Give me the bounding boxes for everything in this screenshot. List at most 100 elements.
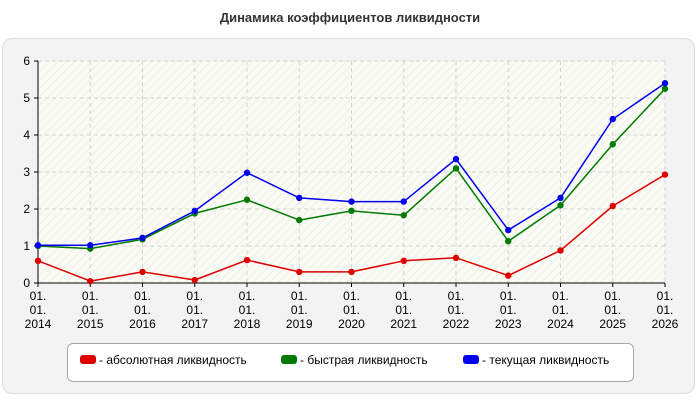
x-tick-label: 01. 01. 2015 xyxy=(77,289,104,331)
x-tick-label-line: 01. xyxy=(552,289,569,303)
x-tick-label-line: 01. xyxy=(186,303,203,317)
series-point-0 xyxy=(191,276,198,284)
y-tick-labels: 0 1 2 3 4 5 6 xyxy=(23,54,38,290)
x-tick-label-line: 01. xyxy=(552,303,569,317)
x-tick-label-line: 2014 xyxy=(25,317,52,331)
legend-item-absolute: - абсолютная ликвидность xyxy=(80,352,247,370)
chart-title: Динамика коэффициентов ликвидности xyxy=(219,10,481,25)
x-tick-label: 01. 01. 2023 xyxy=(495,289,522,331)
x-tick-label: 01. 01. 2020 xyxy=(338,289,365,331)
series-point-2 xyxy=(243,169,251,176)
x-tick-label-line: 01. xyxy=(30,289,47,303)
x-tick-label: 01. 01. 2024 xyxy=(547,289,574,331)
series-point-0 xyxy=(452,254,460,262)
legend-item-quick: - быстрая ликвидность xyxy=(281,352,428,370)
series-point-1 xyxy=(243,196,251,203)
x-tick-label-line: 2017 xyxy=(181,317,208,331)
x-tick-label: 01. 01. 2022 xyxy=(443,289,470,331)
x-tick-label-line: 01. xyxy=(343,289,360,303)
series-point-0 xyxy=(661,171,669,178)
legend-label-current: - текущая ликвидность xyxy=(482,352,610,367)
series-point-2 xyxy=(505,226,512,234)
series-point-2 xyxy=(400,198,407,205)
series-point-2 xyxy=(348,198,355,205)
series-point-0 xyxy=(505,272,512,279)
series-point-1 xyxy=(557,202,564,209)
x-tick-label-line: 01. xyxy=(186,289,203,303)
series-point-0 xyxy=(348,268,355,276)
x-tick-label: 01. 01. 2019 xyxy=(286,289,313,331)
x-tick-label-line: 01. xyxy=(82,303,99,317)
series-point-2 xyxy=(452,155,460,163)
x-tick-label-line: 01. xyxy=(30,303,47,317)
x-tick-label: 01. 01. 2025 xyxy=(599,289,626,331)
series-point-2 xyxy=(34,242,42,249)
x-tick-label-line: 01. xyxy=(448,289,465,303)
x-tick-label-line: 2022 xyxy=(443,317,470,331)
x-tick-label-line: 01. xyxy=(291,289,308,303)
x-tick-label-line: 2019 xyxy=(286,317,313,331)
legend-swatch-current xyxy=(463,355,479,365)
series-point-2 xyxy=(87,242,94,249)
x-tick-label-line: 01. xyxy=(657,289,674,303)
x-tick-label-line: 01. xyxy=(239,289,256,303)
x-tick-label-line: 01. xyxy=(134,289,151,303)
legend-label-absolute: - абсолютная ликвидность xyxy=(99,352,247,367)
x-tick-label-line: 01. xyxy=(395,303,412,317)
legend-item-current: - текущая ликвидность xyxy=(463,352,609,370)
x-tick-label-line: 2021 xyxy=(390,317,417,331)
series-point-2 xyxy=(139,234,146,242)
x-tick-label: 01. 01. 2026 xyxy=(652,289,679,331)
x-tick-label-line: 01. xyxy=(395,289,412,303)
series-point-0 xyxy=(609,202,616,210)
series-point-1 xyxy=(400,212,407,219)
x-tick-label-line: 01. xyxy=(500,289,517,303)
series-0 xyxy=(34,171,669,285)
x-tick-label-line: 01. xyxy=(291,303,308,317)
legend: - абсолютная ликвидность - быстрая ликви… xyxy=(67,343,634,382)
x-tick-label-line: 2016 xyxy=(129,317,156,331)
series-point-1 xyxy=(452,165,460,172)
grid xyxy=(38,60,666,283)
y-tick-label: 3 xyxy=(23,165,30,179)
series-point-1 xyxy=(296,216,303,224)
x-tick-label-line: 2026 xyxy=(652,317,679,331)
y-tick-label: 6 xyxy=(23,54,30,68)
x-tick-label: 01. 01. 2014 xyxy=(25,289,52,331)
y-tick-label: 5 xyxy=(23,91,30,105)
x-tick-label-line: 2023 xyxy=(495,317,522,331)
x-tick-label-line: 2015 xyxy=(77,317,104,331)
legend-label-quick: - быстрая ликвидность xyxy=(300,352,428,367)
y-tick-label: 0 xyxy=(23,276,30,290)
x-tick-label-line: 2018 xyxy=(234,317,261,331)
x-tick-label-line: 01. xyxy=(448,303,465,317)
series-point-0 xyxy=(34,257,42,264)
x-tick-label-line: 01. xyxy=(343,303,360,317)
series-point-1 xyxy=(348,207,355,215)
x-tick-label-line: 01. xyxy=(500,303,517,317)
series-point-1 xyxy=(661,85,669,92)
series-2 xyxy=(34,80,669,249)
series-point-2 xyxy=(557,194,564,202)
series-point-1 xyxy=(609,141,616,148)
x-tick-label-line: 01. xyxy=(239,303,256,317)
x-tick-label-line: 01. xyxy=(134,303,151,317)
x-tick-label: 01. 01. 2018 xyxy=(234,289,261,331)
series-point-2 xyxy=(296,194,303,202)
series-point-1 xyxy=(505,237,512,245)
y-tick-label: 1 xyxy=(23,239,30,253)
y-tick-label: 4 xyxy=(23,128,30,142)
x-tick-label-line: 01. xyxy=(82,289,99,303)
x-tick-label-line: 01. xyxy=(604,289,621,303)
x-tick-label-line: 01. xyxy=(657,303,674,317)
x-tick-label-line: 01. xyxy=(604,303,621,317)
series-point-0 xyxy=(400,257,407,264)
series-point-0 xyxy=(139,268,146,276)
legend-swatch-quick xyxy=(281,355,297,365)
series-point-0 xyxy=(557,247,564,254)
x-tick-label-line: 2020 xyxy=(338,317,365,331)
x-tick-label-line: 2024 xyxy=(547,317,574,331)
series-point-0 xyxy=(243,256,251,264)
